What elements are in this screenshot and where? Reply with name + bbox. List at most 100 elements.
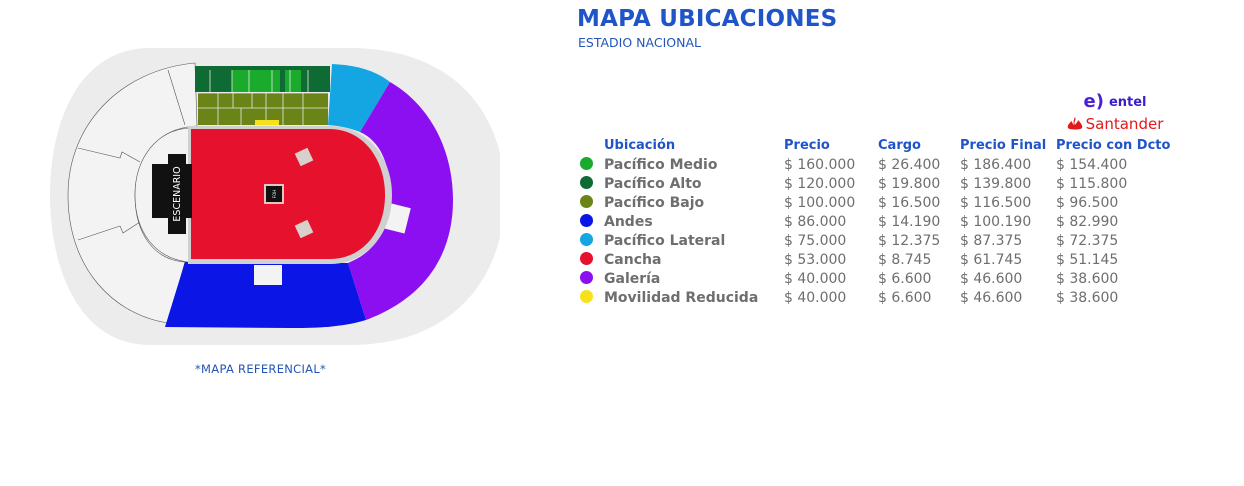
final-price-value: $ 116.500 [960,194,1032,211]
discount-price-value: $ 115.800 [1056,175,1128,192]
section-cancha [191,129,385,259]
discount-price-value: $ 38.600 [1056,289,1119,306]
color-cell [580,288,604,307]
page-title: MAPA UBICACIONES [577,6,838,32]
final-price-value: $ 61.745 [960,251,1023,268]
final-price-value: $ 46.600 [960,289,1023,306]
fee-value: $ 26.400 [878,156,941,173]
final-price-value: $ 100.190 [960,213,1032,230]
section-pacifico-medio [232,70,280,92]
location-name: Andes [604,213,653,230]
section-color-dot-icon [580,194,593,208]
price-value: $ 53.000 [784,251,847,268]
table-header-row: Ubicación Precio Cargo Precio Final Prec… [580,136,1176,155]
entel-wordmark: entel [1108,94,1147,110]
header-final-price: Precio Final [960,138,1047,153]
table-row: Pacífico Bajo $ 100.000 $ 16.500 $ 116.500 $… [580,193,1176,212]
header-discount-price: Precio con Dcto [1056,138,1171,153]
section-pacifico-lateral [328,64,390,132]
location-name: Pacífico Medio [604,156,718,173]
color-cell [580,193,604,212]
section-andes [165,262,366,328]
discount-price-value: $ 72.375 [1056,232,1119,249]
santander-logo: Santander [1060,114,1170,134]
final-price-value: $ 186.400 [960,156,1032,173]
location-name: Cancha [604,251,662,268]
sponsor-logos: e) entel Santander [1060,92,1170,134]
venue-name: ESTADIO NACIONAL [578,35,701,50]
color-cell [580,155,604,174]
price-value: $ 40.000 [784,270,847,287]
fee-value: $ 14.190 [878,213,941,230]
stadium-map: FOH ESCENARIO [50,48,500,345]
price-value: $ 86.000 [784,213,847,230]
section-color-dot-icon [580,251,593,265]
tower-icon [294,147,314,167]
section-color-dot-icon [580,232,593,246]
foh-inner [266,186,282,202]
section-color-dot-icon [580,156,593,170]
color-cell [580,250,604,269]
price-table: Ubicación Precio Cargo Precio Final Prec… [580,136,1176,307]
section-color-dot-icon [580,213,593,227]
santander-wordmark: Santander [1085,115,1164,133]
santander-flame-icon [1067,117,1082,130]
color-cell [580,212,604,231]
discount-price-value: $ 82.990 [1056,213,1119,230]
header-fee: Cargo [878,138,921,153]
price-value: $ 120.000 [784,175,856,192]
stage-block-ext [168,154,186,234]
table-row: Cancha $ 53.000 $ 8.745 $ 61.745 $ 51.145 [580,250,1176,269]
section-color-dot-icon [580,175,593,189]
discount-price-value: $ 38.600 [1056,270,1119,287]
fee-value: $ 12.375 [878,232,941,249]
location-name: Galería [604,270,661,287]
section-divider [167,69,186,126]
fee-value: $ 8.745 [878,251,932,268]
table-row: Pacífico Medio $ 160.000 $ 26.400 $ 186.400… [580,155,1176,174]
discount-price-value: $ 51.145 [1056,251,1119,268]
tower-icon [294,219,314,239]
table-row: Galería $ 40.000 $ 6.600 $ 46.600 $ 38.600 [580,269,1176,288]
foh-label: FOH [272,190,277,198]
section-divider [77,147,141,163]
fee-value: $ 6.600 [878,289,932,306]
discount-price-value: $ 154.400 [1056,156,1128,173]
price-value: $ 40.000 [784,289,847,306]
section-galeria [348,82,453,320]
table-row: Movilidad Reducida $ 40.000 $ 6.600 $ 46.60… [580,288,1176,307]
color-cell [580,174,604,193]
fee-value: $ 6.600 [878,270,932,287]
location-name: Pacífico Alto [604,175,702,192]
color-cell [580,231,604,250]
map-disclaimer: *MAPA REFERENCIAL* [195,362,327,376]
discount-price-value: $ 96.500 [1056,194,1119,211]
header-location: Ubicación [604,138,676,153]
section-divider [77,221,141,241]
final-price-value: $ 139.800 [960,175,1032,192]
section-pacifico-bajo [198,93,328,125]
section-color-dot-icon [580,270,593,284]
section-pacifico-medio-2 [285,70,301,92]
table-row: Pacífico Alto $ 120.000 $ 19.800 $ 139.800 $… [580,174,1176,193]
price-value: $ 160.000 [784,156,856,173]
andes-gap [254,265,282,285]
fee-value: $ 16.500 [878,194,941,211]
final-price-value: $ 46.600 [960,270,1023,287]
table-row: Pacífico Lateral $ 75.000 $ 12.375 $ 87.375… [580,231,1176,250]
entel-icon: e) [1083,91,1104,112]
table-row: Andes $ 86.000 $ 14.190 $ 100.190 $ 82.990 [580,212,1176,231]
pacifico-grid [198,70,328,125]
price-value: $ 100.000 [784,194,856,211]
final-price-value: $ 87.375 [960,232,1023,249]
section-movilidad-reducida [255,120,279,125]
location-name: Pacífico Lateral [604,232,726,249]
header-price: Precio [784,138,830,153]
price-value: $ 75.000 [784,232,847,249]
fee-value: $ 19.800 [878,175,941,192]
location-name: Pacífico Bajo [604,194,705,211]
location-name: Movilidad Reducida [604,289,759,306]
color-cell [580,269,604,288]
section-color-dot-icon [580,289,593,303]
stage-label: ESCENARIO [172,166,183,221]
